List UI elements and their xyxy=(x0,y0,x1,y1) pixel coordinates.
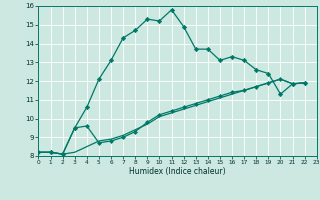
X-axis label: Humidex (Indice chaleur): Humidex (Indice chaleur) xyxy=(129,167,226,176)
